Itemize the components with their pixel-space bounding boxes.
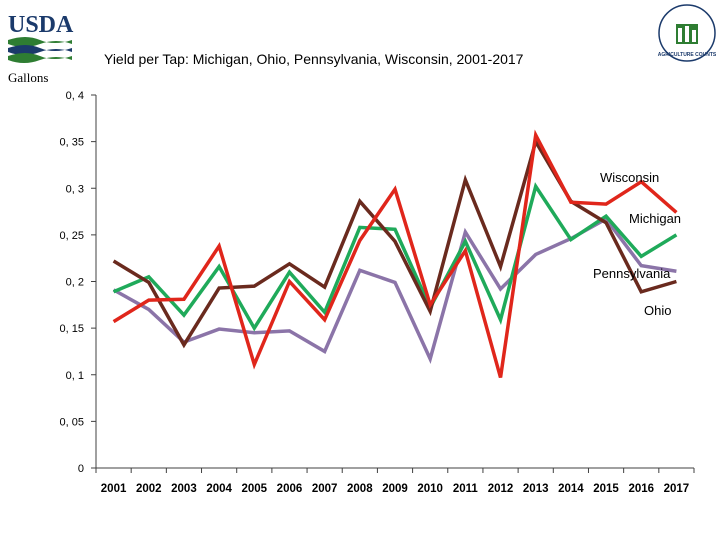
y-tick-label: 0, 2 [66, 277, 84, 289]
y-tick-label: 0, 05 [60, 416, 84, 428]
y-tick-label: 0, 25 [60, 230, 84, 242]
x-tick-label: 2013 [523, 483, 549, 495]
y-tick-label: 0, 1 [66, 370, 84, 382]
y-axis-ticks: 0 0, 05 0, 1 0, 15 0, 2 0, 25 0, 3 0, 35 0, 4 [60, 90, 96, 475]
series-line-wisconsin [112, 129, 678, 379]
series-lines [112, 129, 678, 379]
x-tick-label: 2006 [277, 483, 303, 495]
x-tick-label: 2002 [136, 483, 162, 495]
series-label-pennsylvania: Pennsylvania [593, 266, 671, 281]
x-tick-label: 2003 [171, 483, 197, 495]
x-tick-label: 2010 [417, 483, 443, 495]
y-tick-label: 0, 15 [60, 323, 84, 335]
x-axis-ticks: 2001 2002 2003 2004 2005 2006 2007 2008 2009 2010… [95, 468, 695, 495]
agriculture-counts-seal: AGRICULTURE COUNTS [658, 4, 717, 62]
y-tick-label: 0, 4 [66, 90, 84, 102]
usda-logo-text: USDA [8, 12, 74, 38]
x-tick-label: 2009 [382, 483, 408, 495]
y-tick-label: 0 [78, 463, 84, 475]
x-tick-label: 2005 [241, 483, 267, 495]
usda-logo: USDA [8, 12, 74, 63]
chart-title: Yield per Tap: Michigan, Ohio, Pennsylva… [104, 51, 524, 67]
x-tick-label: 2004 [206, 483, 232, 495]
x-tick-label: 2001 [101, 483, 127, 495]
series-labels: Wisconsin Michigan Pennsylvania Ohio [593, 170, 681, 318]
y-tick-label: 0, 3 [66, 183, 84, 195]
x-tick-label: 2008 [347, 483, 373, 495]
series-label-wisconsin: Wisconsin [600, 170, 659, 185]
x-tick-label: 2014 [558, 483, 584, 495]
y-tick-label: 0, 35 [60, 137, 84, 149]
series-label-michigan: Michigan [629, 211, 681, 226]
series-line-michigan [112, 182, 678, 332]
y-axis-unit-label: Gallons [8, 70, 49, 85]
x-tick-label: 2015 [593, 483, 619, 495]
series-line-ohio [112, 137, 677, 349]
x-tick-label: 2016 [628, 483, 654, 495]
x-tick-label: 2007 [312, 483, 338, 495]
x-tick-label: 2017 [664, 483, 690, 495]
x-tick-label: 2011 [453, 483, 479, 495]
series-label-ohio: Ohio [644, 303, 671, 318]
seal-text: AGRICULTURE COUNTS [658, 52, 717, 58]
x-tick-label: 2012 [488, 483, 514, 495]
